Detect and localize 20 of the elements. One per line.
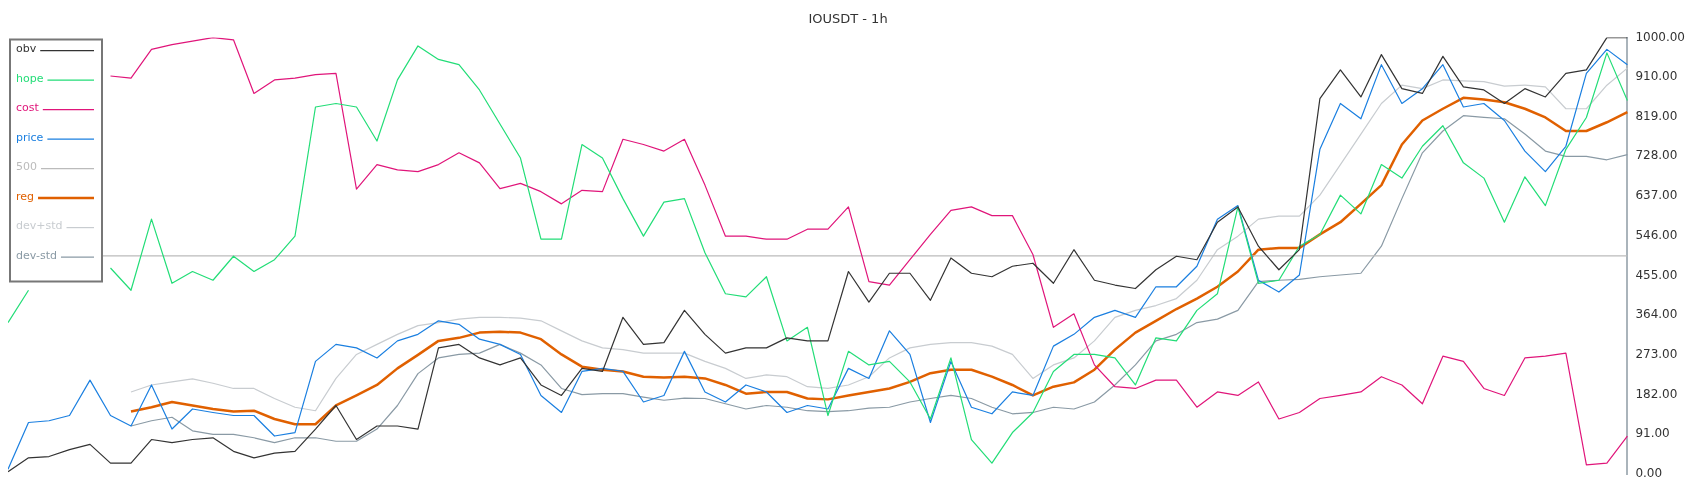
y-tick-label: 819.00 xyxy=(1635,108,1678,123)
legend-label: obv xyxy=(16,42,37,56)
y-tick-label: 455.00 xyxy=(1635,267,1678,282)
legend-label: hope xyxy=(16,71,44,85)
y-tick-label: 1000.00 xyxy=(1635,29,1685,44)
y-tick-label: 182.00 xyxy=(1635,386,1678,401)
y-tick-label: 364.00 xyxy=(1635,307,1678,322)
y-tick-label: 0.00 xyxy=(1635,466,1663,481)
y-tick-label: 273.00 xyxy=(1635,346,1678,361)
y-tick-label: 910.00 xyxy=(1635,69,1678,83)
y-tick-label: 91.00 xyxy=(1635,426,1670,441)
legend-label: 500 xyxy=(16,160,37,174)
chart-title: IOUSDT - 1h xyxy=(808,11,888,27)
legend-label: price xyxy=(16,130,44,144)
y-tick-label: 546.00 xyxy=(1635,227,1678,242)
legend-label: cost xyxy=(16,101,40,115)
y-tick-label: 637.00 xyxy=(1635,188,1678,203)
text: reg xyxy=(16,189,35,203)
legend-label: dev-std xyxy=(16,248,57,262)
y-tick-label: 728.00 xyxy=(1635,148,1678,163)
